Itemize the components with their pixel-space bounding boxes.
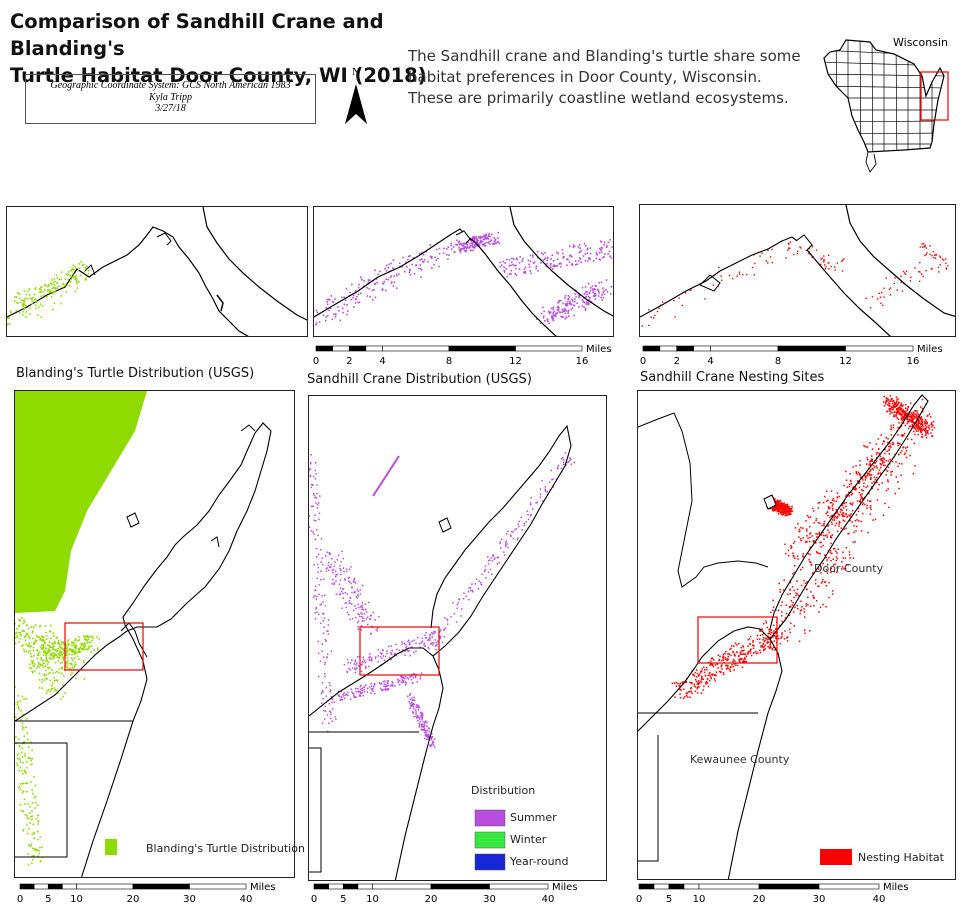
scale-unit-label: Miles — [586, 344, 612, 355]
crane-inset-extent — [359, 626, 440, 676]
scale-tick-label: 0 — [311, 894, 317, 905]
nesting-legend-swatch — [820, 849, 852, 865]
scale-tick-label: 30 — [183, 894, 196, 905]
scale-tick-label: 40 — [240, 894, 253, 905]
scale-tick-label: 12 — [839, 356, 852, 367]
scale-tick-label: 10 — [366, 894, 379, 905]
scale-tick-label: 20 — [753, 894, 766, 905]
crane-map-frame — [308, 395, 607, 881]
map-title-line-1: Comparison of Sandhill Crane and Blandin… — [10, 10, 384, 60]
scale-tick-label: 40 — [542, 894, 555, 905]
scale-tick-label: 4 — [707, 356, 713, 367]
description: The Sandhill crane and Blanding's turtle… — [408, 46, 808, 109]
nesting-map-title: Sandhill Crane Nesting Sites — [640, 370, 825, 385]
metadata-box: Geographic Coordinate System: GCS North … — [25, 74, 316, 124]
crane-inset-frame — [313, 206, 614, 337]
description-line-2: habitat preferences in Door County, Wisc… — [408, 68, 762, 86]
legend-swatch-winter — [474, 831, 506, 849]
scale-tick-label: 16 — [576, 356, 589, 367]
scale-unit-label: Miles — [250, 882, 276, 893]
scale-unit-label: Miles — [883, 882, 909, 893]
scale-tick-label: 40 — [873, 894, 886, 905]
turtle-legend-swatch — [105, 839, 117, 855]
wisconsin-locator-map — [823, 39, 949, 173]
nesting-inset-extent — [697, 616, 778, 664]
nesting-map-frame — [637, 390, 956, 880]
scale-tick-label: 5 — [340, 894, 346, 905]
scale-tick-label: 2 — [674, 356, 680, 367]
legend-label-year-round: Year-round — [510, 855, 569, 868]
scale-tick-label: 16 — [907, 356, 920, 367]
turtle-map-title: Blanding's Turtle Distribution (USGS) — [16, 366, 255, 381]
scale-tick-label: 4 — [379, 356, 385, 367]
scale-tick-label: 0 — [17, 894, 23, 905]
map-title: Comparison of Sandhill Crane and Blandin… — [10, 8, 430, 89]
scale-tick-label: 10 — [70, 894, 83, 905]
description-line-1: The Sandhill crane and Blanding's turtle… — [408, 47, 801, 65]
scale-tick-label: 30 — [813, 894, 826, 905]
crane-map-title: Sandhill Crane Distribution (USGS) — [307, 372, 532, 387]
locator-label: Wisconsin — [893, 36, 948, 49]
scale-tick-label: 0 — [636, 894, 642, 905]
scale-tick-label: 12 — [509, 356, 522, 367]
scale-tick-label: 30 — [483, 894, 496, 905]
turtle-map-frame — [14, 390, 295, 878]
map-title-line-2: Turtle Habitat Door County, WI (2018) — [10, 64, 427, 87]
legend-swatch-summer — [474, 809, 506, 827]
scale-tick-label: 2 — [346, 356, 352, 367]
turtle-habitat-mainland — [15, 391, 147, 613]
scale-tick-label: 20 — [127, 894, 140, 905]
scale-unit-label: Miles — [917, 344, 943, 355]
scale-tick-label: 10 — [693, 894, 706, 905]
scale-tick-label: 0 — [640, 356, 646, 367]
legend-swatch-year-round — [474, 853, 506, 871]
north-label: N — [352, 66, 360, 78]
scale-tick-label: 0 — [313, 356, 319, 367]
north-arrow-icon — [345, 84, 367, 124]
description-line-3: These are primarily coastline wetland ec… — [408, 89, 789, 107]
nesting-inset-frame — [639, 204, 956, 337]
legend-label-summer: Summer — [510, 811, 557, 824]
scale-tick-label: 8 — [446, 356, 452, 367]
scale-tick-label: 8 — [775, 356, 781, 367]
turtle-legend-label: Blanding's Turtle Distribution — [146, 842, 305, 855]
date-text: 3/27/18 — [155, 103, 186, 114]
crane-legend-title: Distribution — [471, 784, 536, 797]
kewaunee-county-label: Kewaunee County — [690, 753, 790, 766]
scale-unit-label: Miles — [552, 882, 578, 893]
door-county-label: Door County — [814, 562, 884, 575]
legend-label-winter: Winter — [510, 833, 547, 846]
author-text: Kyla Tripp — [148, 91, 193, 103]
nesting-legend-label: Nesting Habitat — [858, 851, 944, 864]
scale-tick-label: 5 — [45, 894, 51, 905]
coordinate-system-text: Geographic Coordinate System: GCS North … — [50, 80, 291, 91]
turtle-inset-frame — [6, 206, 308, 337]
turtle-inset-extent — [64, 622, 144, 671]
scale-tick-label: 5 — [666, 894, 672, 905]
scale-tick-label: 20 — [425, 894, 438, 905]
locator-extent-box — [920, 71, 949, 121]
